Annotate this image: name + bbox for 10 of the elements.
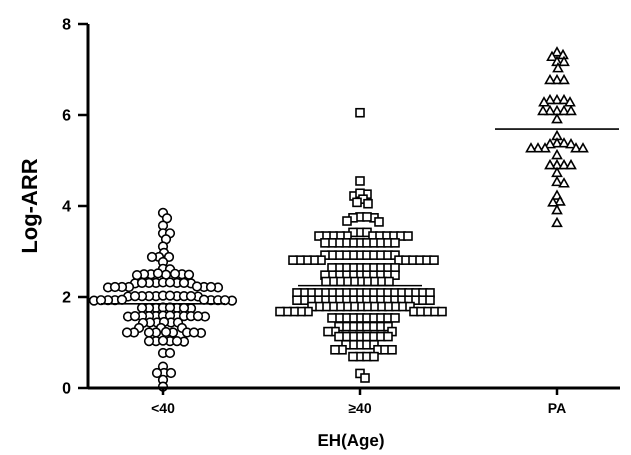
x-tick-label: <40 (151, 400, 176, 416)
x-tick-label: ≥40 (348, 400, 372, 416)
y-tick-label: 6 (62, 108, 72, 125)
y-tick-label: 8 (62, 16, 72, 34)
y-tick-label: 4 (62, 198, 72, 216)
y-tick-label: 2 (62, 290, 72, 307)
x-axis-title: EH(Age) (317, 431, 385, 450)
y-tick-label: 0 (62, 380, 72, 398)
y-axis-title: Log-ARR (17, 158, 42, 254)
x-tick-label: PA (548, 400, 566, 416)
